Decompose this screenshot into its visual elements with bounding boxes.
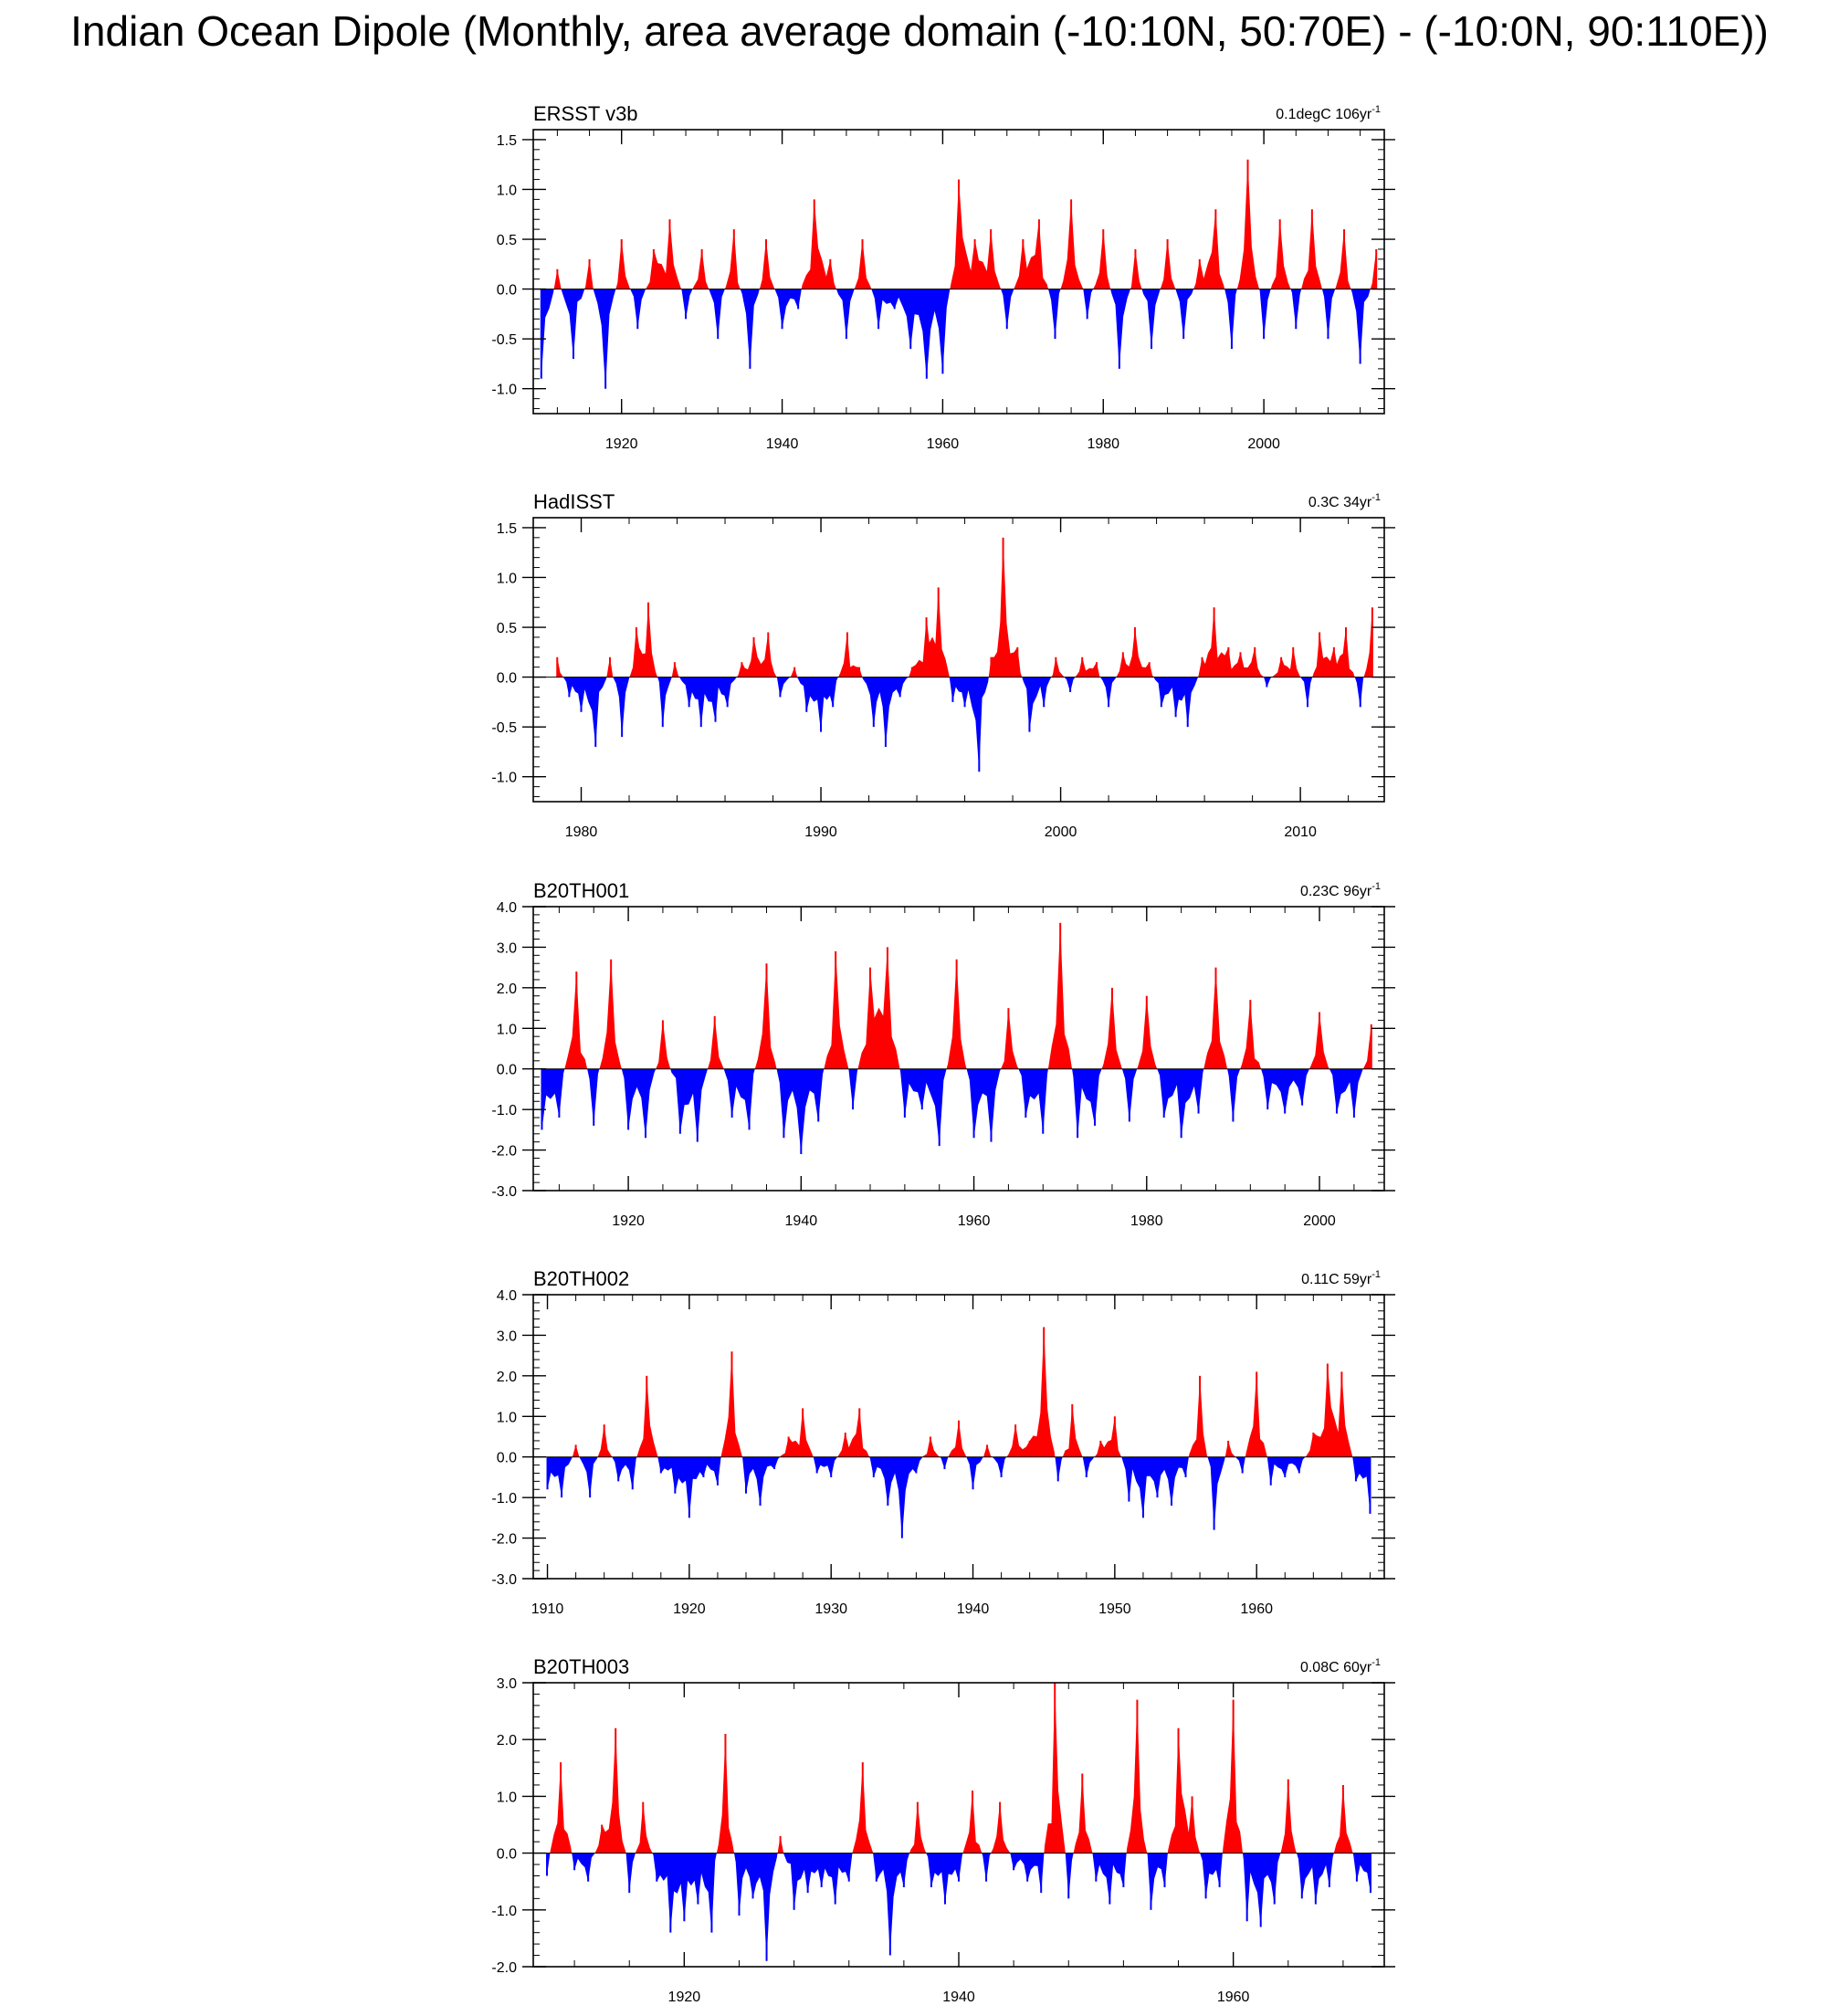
y-tick-label: -3.0 <box>491 1184 517 1200</box>
trend-label: 0.08C 60yr-1 <box>1300 1657 1381 1675</box>
y-tick-label: 1.0 <box>497 1790 517 1805</box>
x-tick-label: 1990 <box>804 824 837 840</box>
y-tick-label: -1.0 <box>491 1904 517 1919</box>
x-tick-label: 1940 <box>942 1990 975 2005</box>
x-tick-label: 1920 <box>668 1990 701 2005</box>
y-tick-label: 1.0 <box>497 183 517 198</box>
y-tick-label: 1.5 <box>497 133 517 149</box>
panel-2: 1920 1940 1960 1980 2000 -3.0 -2.0 -1.0 0.0 1.0 2.… <box>491 879 1395 1229</box>
negative-anomaly-area <box>557 677 1372 772</box>
plot-frame <box>532 906 1385 1192</box>
y-tick-label: -2.0 <box>491 1144 517 1160</box>
negative-anomaly-area <box>547 1456 1371 1538</box>
panel-0: 1920 1940 1960 1980 2000 -1.0 -0.5 0.0 0.5 1.0 1.5… <box>491 102 1395 452</box>
negative-anomaly-area <box>541 1068 1363 1154</box>
positive-anomaly-area <box>553 159 1377 289</box>
x-tick-label: 1980 <box>565 824 598 840</box>
y-tick-label: -1.0 <box>491 1491 517 1507</box>
panel-1: 1980 1990 2000 2010 -1.0 -0.5 0.0 0.5 1.0 1.5 HadI… <box>491 490 1395 840</box>
x-tick-label: 1920 <box>605 436 638 452</box>
x-tick-label: 2000 <box>1303 1213 1336 1229</box>
y-tick-label: 1.0 <box>497 1410 517 1425</box>
trend-label: 0.3C 34yr-1 <box>1308 492 1381 510</box>
x-tick-label: 2010 <box>1284 824 1317 840</box>
y-tick-label: 0.0 <box>497 283 517 299</box>
y-tick-label: 2.0 <box>497 1733 517 1748</box>
panel-title: B20TH002 <box>533 1267 629 1290</box>
panel-title: B20TH003 <box>533 1655 629 1678</box>
y-tick-label: -1.0 <box>491 383 517 398</box>
y-tick-label: 4.0 <box>497 900 517 916</box>
y-tick-label: 0.0 <box>497 1063 517 1078</box>
panel-title: ERSST v3b <box>533 102 638 125</box>
y-tick-label: 1.0 <box>497 1022 517 1037</box>
y-tick-label: 3.0 <box>497 1328 517 1344</box>
x-tick-label: 1940 <box>785 1213 818 1229</box>
x-tick-label: 1920 <box>673 1601 706 1617</box>
y-tick-label: -1.0 <box>491 771 517 786</box>
panel-title: B20TH001 <box>533 879 629 902</box>
panel-3: 1910 1920 1930 1940 1950 1960 -3.0 -2.0 -1.0 0.0 1… <box>491 1267 1395 1617</box>
x-tick-label: 1940 <box>766 436 799 452</box>
figure-title: Indian Ocean Dipole (Monthly, area avera… <box>70 7 1769 55</box>
y-tick-label: -2.0 <box>491 1532 517 1548</box>
y-tick-label: -3.0 <box>491 1572 517 1588</box>
x-tick-label: 1960 <box>958 1213 991 1229</box>
y-tick-label: 3.0 <box>497 940 517 956</box>
x-tick-label: 1920 <box>612 1213 645 1229</box>
y-tick-label: -0.5 <box>491 332 517 348</box>
y-tick-label: 2.0 <box>497 982 517 997</box>
x-tick-label: 2000 <box>1045 824 1077 840</box>
trend-label: 0.23C 96yr-1 <box>1300 881 1381 899</box>
x-tick-label: 1940 <box>957 1601 990 1617</box>
x-tick-label: 1960 <box>927 436 960 452</box>
y-tick-label: 1.5 <box>497 521 517 537</box>
plot-frame <box>532 517 1385 803</box>
y-tick-label: 2.0 <box>497 1370 517 1385</box>
y-tick-label: 0.5 <box>497 621 517 636</box>
plot-frame <box>532 1294 1385 1580</box>
x-tick-label: 1980 <box>1130 1213 1163 1229</box>
y-tick-label: 0.5 <box>497 233 517 248</box>
trend-label: 0.11C 59yr-1 <box>1301 1269 1381 1287</box>
panel-title: HadISST <box>533 490 615 513</box>
trend-label: 0.1degC 106yr-1 <box>1276 104 1381 122</box>
positive-anomaly-area <box>557 537 1372 677</box>
y-tick-label: -0.5 <box>491 720 517 736</box>
y-tick-label: 1.0 <box>497 571 517 586</box>
y-tick-label: -1.0 <box>491 1103 517 1118</box>
x-tick-label: 1950 <box>1098 1601 1131 1617</box>
y-tick-label: 0.0 <box>497 1451 517 1466</box>
x-tick-label: 1930 <box>814 1601 847 1617</box>
x-tick-label: 1960 <box>1240 1601 1273 1617</box>
x-tick-label: 1910 <box>531 1601 564 1617</box>
x-tick-label: 1960 <box>1217 1990 1250 2005</box>
plot-frame <box>532 1682 1385 1968</box>
y-tick-label: 0.0 <box>497 671 517 687</box>
y-tick-label: -2.0 <box>491 1960 517 1976</box>
plot-frame <box>532 129 1385 415</box>
y-tick-label: 3.0 <box>497 1676 517 1692</box>
y-tick-label: 4.0 <box>497 1288 517 1304</box>
panel-4: 1920 1940 1960 -2.0 -1.0 0.0 1.0 2.0 3.0 B20TH003… <box>491 1655 1395 2005</box>
x-tick-label: 2000 <box>1247 436 1280 452</box>
x-tick-label: 1980 <box>1087 436 1119 452</box>
y-tick-label: 0.0 <box>497 1847 517 1863</box>
